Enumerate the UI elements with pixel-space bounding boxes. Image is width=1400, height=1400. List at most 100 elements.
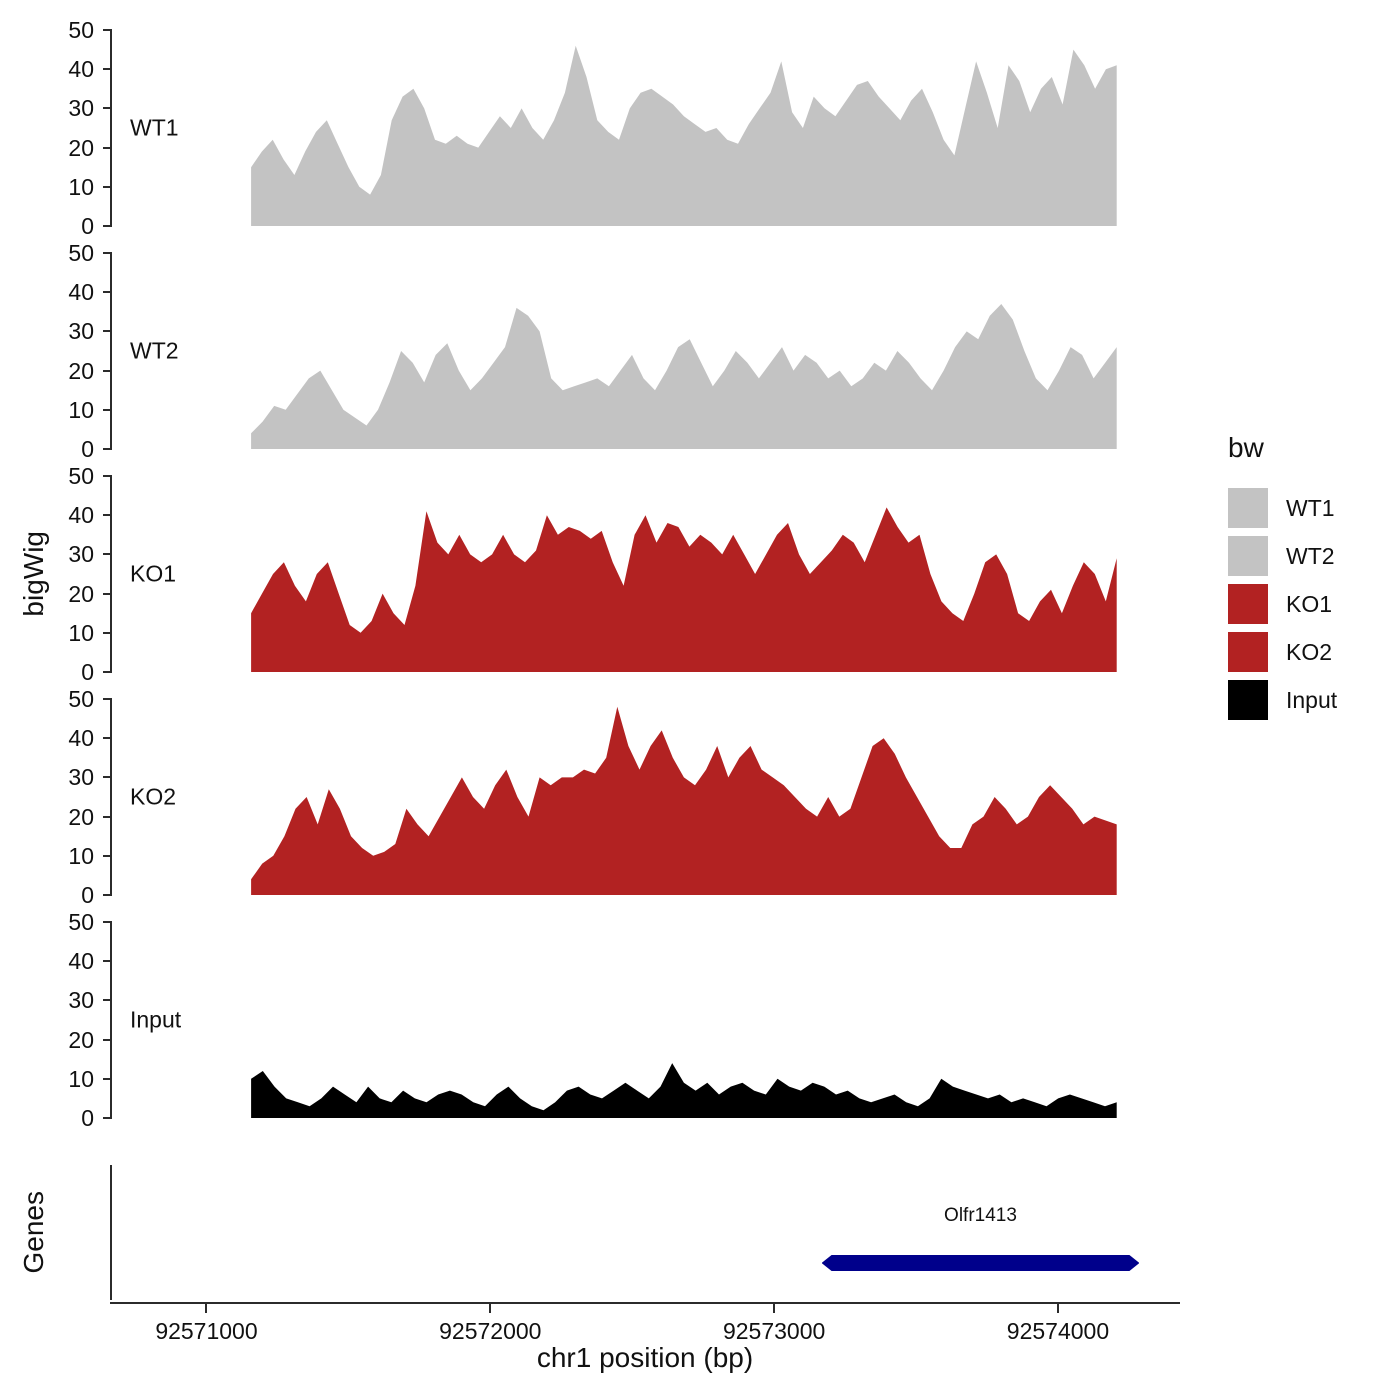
y-tick-label: 30 <box>68 95 94 122</box>
y-tick-mark <box>103 960 112 963</box>
track-ko1: KO1 0 10 20 30 40 50 <box>68 465 1182 684</box>
coverage-area-input <box>251 1063 1117 1118</box>
y-tick-mark <box>103 107 112 110</box>
y-tick-label: 20 <box>68 580 94 607</box>
legend-swatch-ko1 <box>1228 584 1268 624</box>
y-tick-label: 30 <box>68 541 94 568</box>
legend-entry-ko1: KO1 <box>1228 580 1337 628</box>
y-tick-label: 30 <box>68 987 94 1014</box>
y-tick-label: 0 <box>81 436 94 462</box>
y-tick-mark <box>103 514 112 517</box>
legend-swatch-wt2 <box>1228 536 1268 576</box>
y-tick-label: 50 <box>68 463 94 489</box>
x-tick-label: 92574000 <box>1006 1318 1110 1344</box>
x-tick-mark <box>489 1304 492 1313</box>
y-tick-mark <box>103 252 112 254</box>
legend-title: bw <box>1228 432 1264 463</box>
y-tick-label: 30 <box>68 318 94 345</box>
legend-entry-wt2: WT2 <box>1228 532 1337 580</box>
track-label-wt1: WT1 <box>130 114 179 141</box>
y-tick-mark <box>103 631 112 634</box>
y-tick-mark <box>103 737 112 740</box>
y-tick-label: 40 <box>68 56 94 83</box>
y-tick-mark <box>103 1038 112 1041</box>
y-tick-mark <box>103 291 112 294</box>
legend-swatch-ko2 <box>1228 632 1268 672</box>
y-tick-mark <box>103 776 112 779</box>
track-input: Input 0 10 20 30 40 50 <box>68 911 1182 1130</box>
y-axis-title-bigwig: bigWig <box>18 30 50 1118</box>
y-tick-mark <box>103 225 112 227</box>
legend-entry-wt1: WT1 <box>1228 484 1337 532</box>
y-tick-label: 50 <box>68 17 94 43</box>
y-tick-mark <box>103 815 112 818</box>
x-tick-label: 92571000 <box>155 1318 258 1344</box>
x-tick-mark <box>205 1304 208 1313</box>
y-tick-label: 40 <box>68 725 94 752</box>
y-tick-label: 0 <box>81 213 94 239</box>
y-tick-label: 40 <box>68 502 94 529</box>
y-axis-title-text: bigWig <box>18 531 49 617</box>
y-tick-mark <box>103 68 112 71</box>
coverage-area-ko2 <box>251 706 1117 895</box>
x-tick-mark <box>1056 1304 1059 1313</box>
track-label-input: Input <box>130 1006 182 1033</box>
y-tick-label: 50 <box>68 240 94 266</box>
y-tick-mark <box>103 671 112 673</box>
track-ko2: KO2 0 10 20 30 40 50 <box>68 688 1182 907</box>
y-tick-mark <box>103 369 112 372</box>
track-label-wt2: WT2 <box>130 337 179 364</box>
y-tick-mark <box>103 475 112 477</box>
y-tick-label: 10 <box>68 1065 94 1092</box>
x-axis-title: chr1 position (bp) <box>536 1342 754 1373</box>
track-label-ko1: KO1 <box>130 560 177 587</box>
y-tick-mark <box>103 999 112 1002</box>
genes-axis-title-text: Genes <box>18 1191 49 1274</box>
track-wt2: WT2 0 10 20 30 40 50 <box>68 242 1182 461</box>
y-tick-mark <box>103 698 112 700</box>
gene-body-bar <box>822 1255 1140 1271</box>
legend-label-wt1: WT1 <box>1286 494 1335 521</box>
y-tick-label: 10 <box>68 842 94 869</box>
legend-entry-ko2: KO2 <box>1228 628 1337 676</box>
coverage-area-wt1 <box>251 45 1117 226</box>
gene-track-panel: Olfr1413 <box>110 1165 1182 1300</box>
y-tick-label: 0 <box>81 882 94 908</box>
y-tick-mark <box>103 1117 112 1119</box>
y-tick-label: 50 <box>68 909 94 935</box>
track-label-ko2: KO2 <box>130 783 177 810</box>
x-tick-mark <box>773 1304 776 1313</box>
y-tick-label: 0 <box>81 1105 94 1131</box>
y-tick-mark <box>103 854 112 857</box>
y-tick-label: 10 <box>68 173 94 200</box>
y-tick-mark <box>103 921 112 923</box>
y-tick-label: 50 <box>68 686 94 712</box>
x-tick-label: 92573000 <box>722 1318 826 1344</box>
y-tick-label: 20 <box>68 1026 94 1053</box>
y-tick-label: 10 <box>68 396 94 423</box>
y-tick-label: 0 <box>81 659 94 685</box>
y-tick-mark <box>103 29 112 31</box>
y-tick-mark <box>103 185 112 188</box>
y-tick-label: 40 <box>68 948 94 975</box>
y-tick-mark <box>103 894 112 896</box>
y-tick-mark <box>103 330 112 333</box>
legend-label-ko1: KO1 <box>1286 590 1333 617</box>
track-wt1: WT1 0 10 20 30 40 50 <box>68 19 1182 238</box>
y-tick-mark <box>103 146 112 149</box>
x-axis: 92571000 92572000 92573000 92574000 <box>110 1302 1180 1344</box>
legend-label-ko2: KO2 <box>1286 638 1333 665</box>
legend: bw WT1 WT2 KO1 KO2 Input <box>1228 432 1337 724</box>
x-tick-label: 92572000 <box>439 1318 542 1344</box>
y-tick-mark <box>103 408 112 411</box>
y-tick-label: 30 <box>68 764 94 791</box>
coverage-area-wt2 <box>251 304 1117 449</box>
y-tick-label: 40 <box>68 279 94 306</box>
y-tick-label: 10 <box>68 619 94 646</box>
legend-entry-input: Input <box>1228 676 1337 724</box>
y-tick-mark <box>103 592 112 595</box>
y-tick-label: 20 <box>68 357 94 384</box>
y-tick-label: 20 <box>68 134 94 161</box>
y-tick-mark <box>103 1077 112 1080</box>
y-tick-mark <box>103 553 112 556</box>
